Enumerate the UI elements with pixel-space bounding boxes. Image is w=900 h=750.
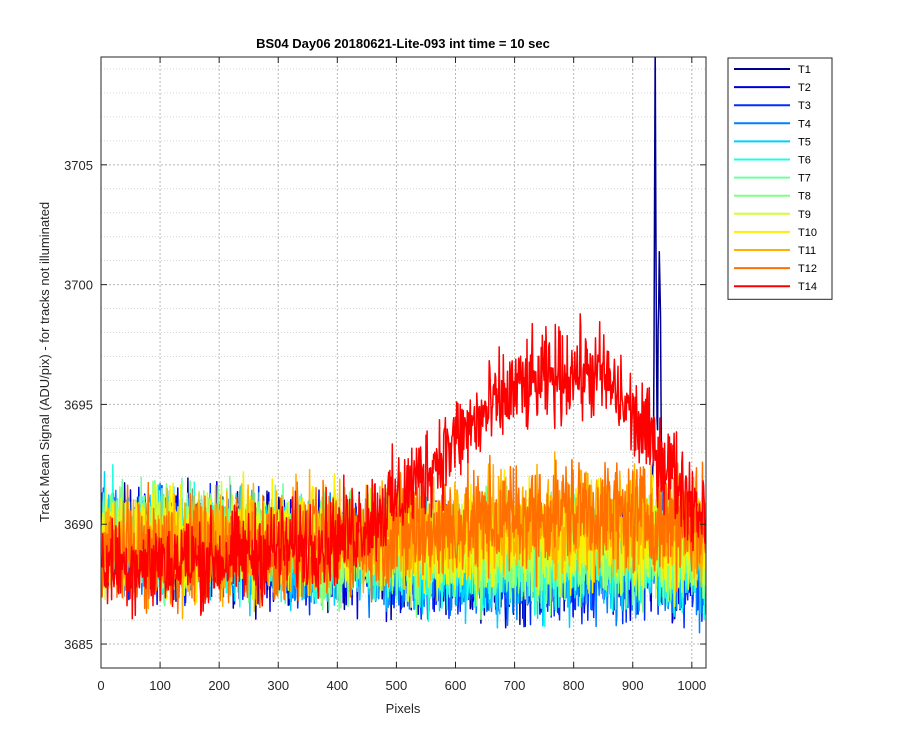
y-tick-label: 3685	[64, 637, 93, 652]
x-tick-label: 100	[149, 678, 171, 693]
y-tick-label: 3690	[64, 517, 93, 532]
legend-label: T10	[798, 227, 817, 239]
x-tick-label: 800	[563, 678, 585, 693]
x-tick-label: 0	[97, 678, 104, 693]
legend-label: T8	[798, 191, 811, 203]
y-axis-label: Track Mean Signal (ADU/pix) - for tracks…	[37, 202, 52, 522]
series-line-t14	[101, 313, 706, 620]
legend: T1 T2 T3 T4 T5 T6 T7 T8 T9 T10 T11 T12 T14	[727, 57, 833, 300]
legend-label: T4	[798, 118, 811, 130]
series-lines	[101, 57, 706, 634]
legend-label: T7	[798, 173, 811, 185]
x-tick-label: 900	[622, 678, 644, 693]
axis-ticks: 0 100 200 300 400 500 600 700 800 900 1000 3685 3690…	[64, 57, 706, 693]
x-tick-label: 700	[504, 678, 526, 693]
legend-label: T2	[798, 82, 811, 94]
x-tick-label: 600	[445, 678, 467, 693]
legend-label: T11	[798, 245, 816, 257]
legend-label: T1	[798, 64, 811, 76]
x-tick-label: 200	[208, 678, 230, 693]
y-tick-label: 3700	[64, 278, 93, 293]
legend-label: T14	[798, 281, 817, 293]
legend-box	[727, 57, 833, 300]
x-axis-label: Pixels	[386, 701, 421, 716]
x-tick-label: 500	[386, 678, 408, 693]
x-tick-label: 1000	[677, 678, 706, 693]
legend-label: T12	[798, 263, 817, 275]
legend-label: T5	[798, 136, 811, 148]
legend-label: T6	[798, 155, 811, 167]
x-tick-label: 400	[326, 678, 348, 693]
y-tick-label: 3705	[64, 158, 93, 173]
legend-label: T9	[798, 209, 811, 221]
y-tick-label: 3695	[64, 397, 93, 412]
chart-title: BS04 Day06 20180621-Lite-093 int time = …	[256, 36, 550, 51]
plot-frame	[100, 56, 707, 669]
x-tick-label: 300	[267, 678, 289, 693]
legend-label: T3	[798, 100, 811, 112]
